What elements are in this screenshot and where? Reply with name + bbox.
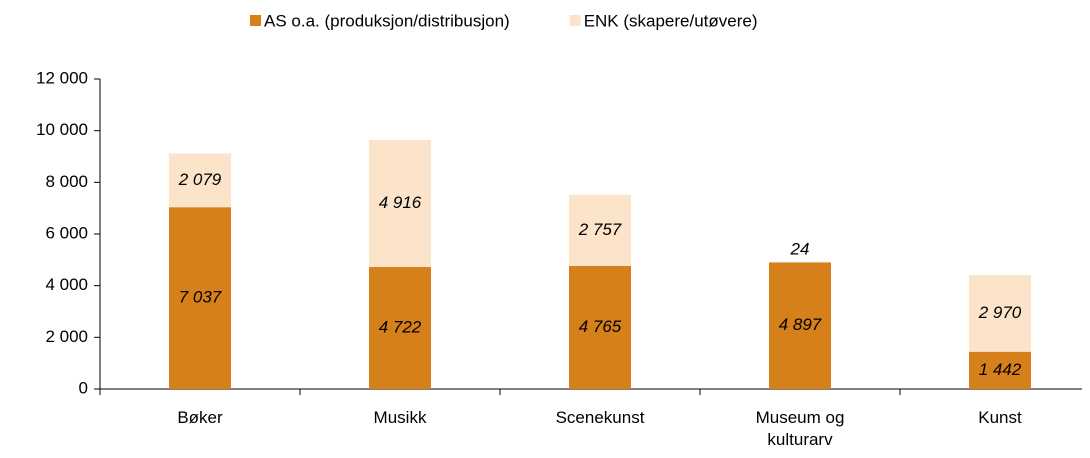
x-tick-label: Scenekunst xyxy=(555,408,645,427)
legend-label: ENK (skapere/utøvere) xyxy=(584,11,758,30)
bar-segment xyxy=(369,140,431,268)
data-label: 2 079 xyxy=(178,170,222,189)
bar-segment xyxy=(769,261,831,263)
y-tick-label: 0 xyxy=(79,378,88,397)
bar-segment xyxy=(369,267,431,389)
data-label: 2 970 xyxy=(978,303,1022,322)
data-label: 2 757 xyxy=(578,220,622,239)
bar-segment xyxy=(969,275,1031,352)
data-label: 4 916 xyxy=(379,193,422,212)
x-tick-label: Musikk xyxy=(373,408,427,427)
data-label: 4 722 xyxy=(379,317,422,336)
data-label: 1 442 xyxy=(979,360,1022,379)
bar-segment xyxy=(969,351,1031,389)
bar-segment xyxy=(569,265,631,389)
data-label: 4 897 xyxy=(779,315,822,334)
bar-segment xyxy=(169,153,231,208)
data-label: 4 765 xyxy=(579,317,622,336)
x-tick-label: Bøker xyxy=(177,408,223,427)
y-tick-label: 4 000 xyxy=(45,275,88,294)
y-tick-label: 12 000 xyxy=(36,68,88,87)
legend-swatch xyxy=(569,15,581,26)
y-tick-label: 8 000 xyxy=(45,172,88,191)
bar-segment xyxy=(569,194,631,266)
y-tick-label: 6 000 xyxy=(45,223,88,242)
x-tick-label: Museum og kulturarv xyxy=(755,408,845,449)
bar-segment xyxy=(169,207,231,389)
legend-label: AS o.a. (produksjon/distribusjon) xyxy=(264,11,510,30)
data-label: 24 xyxy=(790,239,810,258)
legend-swatch xyxy=(250,15,261,26)
x-tick-label: Kunst xyxy=(978,408,1022,427)
y-tick-label: 2 000 xyxy=(45,327,88,346)
data-label: 7 037 xyxy=(179,288,222,307)
y-tick-label: 10 000 xyxy=(36,120,88,139)
bar-segment xyxy=(769,262,831,389)
